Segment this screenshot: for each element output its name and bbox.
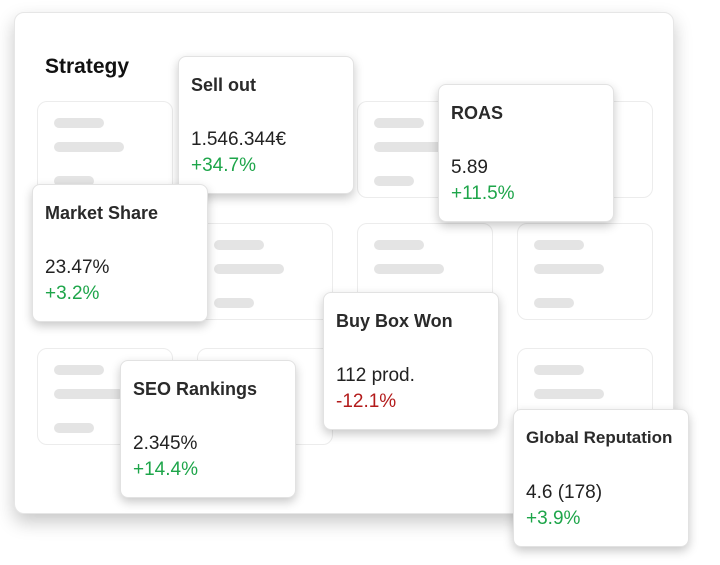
- kpi-value: 1.546.344€: [191, 129, 287, 150]
- kpi-delta: +34.7%: [191, 155, 256, 176]
- kpi-title: ROAS: [451, 103, 504, 123]
- kpi-delta: +14.4%: [133, 459, 198, 480]
- kpi-title: Buy Box Won: [336, 311, 453, 331]
- placeholder-tile: [517, 223, 653, 320]
- kpi-delta: -12.1%: [336, 391, 397, 412]
- kpi-title: Sell out: [191, 75, 257, 95]
- kpi-title: Global Reputation: [526, 428, 673, 447]
- kpi-card-roas[interactable]: ROAS 5.89 +11.5%: [438, 84, 614, 222]
- kpi-value: 112 prod.: [336, 365, 415, 386]
- kpi-card-sell-out[interactable]: Sell out 1.546.344€ +34.7%: [178, 56, 354, 194]
- kpi-card-buy-box-won[interactable]: Buy Box Won 112 prod. -12.1%: [323, 292, 499, 430]
- kpi-value: 2.345%: [133, 433, 198, 454]
- board-title: Strategy: [45, 55, 130, 78]
- kpi-value: 23.47%: [45, 257, 110, 278]
- placeholder-tile: [37, 101, 173, 198]
- kpi-card-global-reputation[interactable]: Global Reputation 4.6 (178) +3.9%: [513, 409, 689, 547]
- kpi-card-market-share[interactable]: Market Share 23.47% +3.2%: [32, 184, 208, 322]
- kpi-value: 5.89: [451, 157, 488, 178]
- kpi-value: 4.6 (178): [526, 482, 603, 503]
- kpi-delta: +3.2%: [45, 283, 100, 304]
- kpi-delta: +11.5%: [451, 183, 515, 204]
- kpi-title: Market Share: [45, 203, 159, 223]
- placeholder-tile: [197, 223, 333, 320]
- kpi-card-seo-rankings[interactable]: SEO Rankings 2.345% +14.4%: [120, 360, 296, 498]
- kpi-delta: +3.9%: [526, 508, 581, 529]
- kpi-title: SEO Rankings: [133, 379, 258, 399]
